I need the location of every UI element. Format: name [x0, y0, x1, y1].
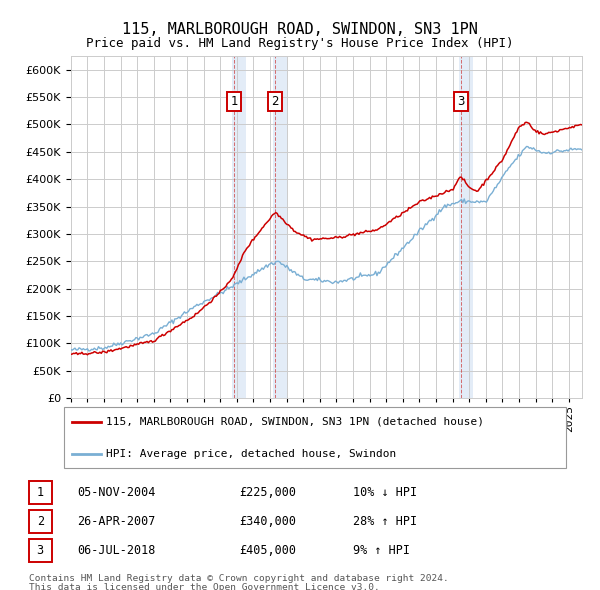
Text: 10% ↓ HPI: 10% ↓ HPI: [353, 486, 417, 499]
Text: 9% ↑ HPI: 9% ↑ HPI: [353, 544, 410, 557]
Text: 115, MARLBOROUGH ROAD, SWINDON, SN3 1PN: 115, MARLBOROUGH ROAD, SWINDON, SN3 1PN: [122, 22, 478, 37]
FancyBboxPatch shape: [29, 510, 52, 533]
Text: This data is licensed under the Open Government Licence v3.0.: This data is licensed under the Open Gov…: [29, 583, 380, 590]
Text: HPI: Average price, detached house, Swindon: HPI: Average price, detached house, Swin…: [106, 449, 396, 459]
Text: 2: 2: [37, 515, 44, 528]
Text: 115, MARLBOROUGH ROAD, SWINDON, SN3 1PN (detached house): 115, MARLBOROUGH ROAD, SWINDON, SN3 1PN …: [106, 417, 484, 427]
Text: 26-APR-2007: 26-APR-2007: [77, 515, 155, 528]
Bar: [232, 56, 246, 398]
Text: 2: 2: [272, 95, 279, 108]
Text: 1: 1: [230, 95, 238, 108]
Text: Contains HM Land Registry data © Crown copyright and database right 2024.: Contains HM Land Registry data © Crown c…: [29, 574, 449, 583]
Text: £405,000: £405,000: [239, 544, 296, 557]
Bar: [459, 56, 473, 398]
Text: 1: 1: [37, 486, 44, 499]
Text: 06-JUL-2018: 06-JUL-2018: [77, 544, 155, 557]
Bar: [273, 56, 287, 398]
FancyBboxPatch shape: [29, 481, 52, 504]
Text: £340,000: £340,000: [239, 515, 296, 528]
Text: Price paid vs. HM Land Registry's House Price Index (HPI): Price paid vs. HM Land Registry's House …: [86, 37, 514, 50]
Text: 3: 3: [457, 95, 464, 108]
Text: 28% ↑ HPI: 28% ↑ HPI: [353, 515, 417, 528]
Text: 05-NOV-2004: 05-NOV-2004: [77, 486, 155, 499]
Text: £225,000: £225,000: [239, 486, 296, 499]
FancyBboxPatch shape: [29, 539, 52, 562]
Text: 3: 3: [37, 544, 44, 557]
FancyBboxPatch shape: [64, 407, 566, 468]
